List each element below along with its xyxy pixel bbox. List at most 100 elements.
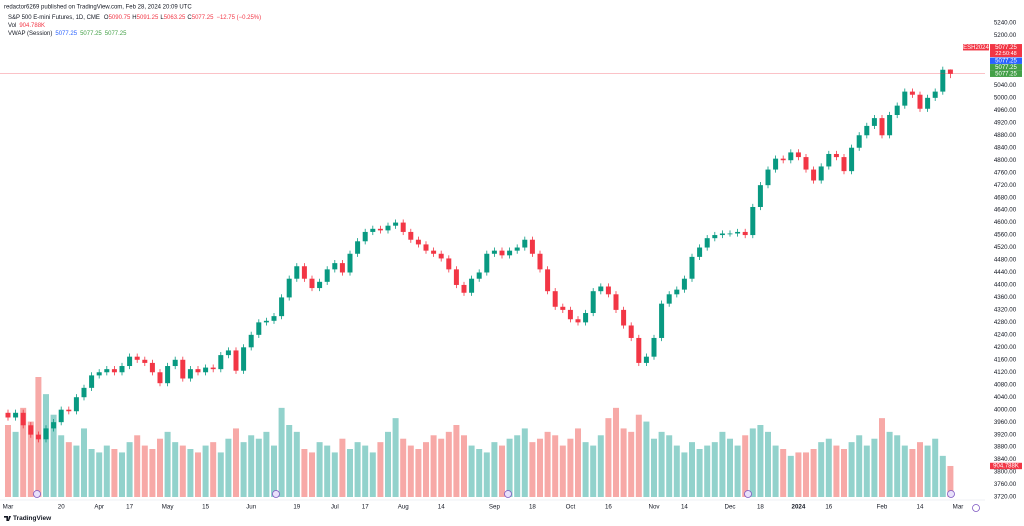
y-tick-label: 4800.00 bbox=[994, 157, 1017, 164]
x-tick-label: Mar bbox=[953, 504, 964, 511]
volume-bar bbox=[271, 445, 277, 497]
y-tick-label: 3880.00 bbox=[994, 444, 1017, 451]
logo: TradingView bbox=[4, 515, 52, 522]
x-tick-label: 17 bbox=[362, 504, 369, 511]
event-marker[interactable] bbox=[272, 490, 280, 498]
candle-body bbox=[241, 347, 247, 371]
candle-body bbox=[286, 278, 292, 298]
volume-bar bbox=[233, 428, 239, 497]
y-tick-label: 4000.00 bbox=[994, 406, 1017, 413]
vwap-badge-bg bbox=[990, 64, 1022, 71]
candle-body bbox=[127, 356, 133, 367]
event-marker[interactable] bbox=[947, 490, 955, 498]
candle-body bbox=[157, 372, 163, 384]
volume-bar bbox=[316, 442, 323, 497]
candle-body bbox=[879, 118, 885, 136]
volume-bar bbox=[757, 425, 764, 497]
volume-bar bbox=[73, 445, 80, 497]
volume-bar bbox=[765, 431, 771, 497]
event-marker[interactable] bbox=[504, 490, 512, 498]
candle-body bbox=[613, 294, 619, 310]
volume-bar bbox=[134, 435, 141, 497]
vwap-name: VWAP (Session) bbox=[8, 31, 52, 37]
candle-body bbox=[370, 228, 376, 232]
symbol-badge-bg bbox=[963, 44, 989, 51]
x-tick-label: Nov bbox=[648, 504, 660, 511]
volume-bar bbox=[65, 442, 72, 497]
candle-body bbox=[841, 157, 847, 172]
volume-bar bbox=[894, 435, 901, 497]
candle-body bbox=[765, 169, 771, 186]
volume-bar bbox=[50, 414, 57, 497]
candle-body bbox=[58, 409, 64, 423]
candle-body bbox=[636, 337, 642, 363]
candle-body bbox=[507, 250, 513, 256]
volume-bar bbox=[5, 425, 11, 497]
volume-bar bbox=[749, 428, 756, 497]
y-tick-label: 4960.00 bbox=[994, 107, 1017, 114]
publisher: redactor6269 published on TradingView.co… bbox=[4, 5, 192, 11]
volume-bar bbox=[605, 418, 612, 497]
ohlc-legend: S&P 500 E-mini Futures, 1D, CME O5090.75 H… bbox=[8, 15, 261, 21]
volume-bar bbox=[795, 452, 802, 497]
volume-bar bbox=[620, 428, 627, 497]
volume-bar bbox=[385, 431, 391, 497]
volume-bar bbox=[537, 438, 543, 497]
y-tick-label: 4560.00 bbox=[994, 232, 1017, 239]
candle-body bbox=[73, 397, 79, 412]
plot-area bbox=[5, 66, 954, 497]
volume-bar bbox=[407, 445, 414, 497]
vwap-legend: VWAP (Session) 5077.25 5077.25 5077.25 bbox=[8, 31, 127, 37]
volume-bar bbox=[400, 438, 407, 497]
ohlc-value: 5063.25 bbox=[164, 15, 186, 21]
volume-bar bbox=[506, 438, 513, 497]
candle-body bbox=[469, 278, 475, 293]
candle-body bbox=[871, 118, 877, 126]
volume-bar bbox=[651, 438, 657, 497]
x-tick-label: 14 bbox=[917, 504, 924, 511]
y-tick-label: 4360.00 bbox=[994, 294, 1017, 301]
volume-bar bbox=[468, 445, 475, 497]
x-tick-label: 15 bbox=[202, 504, 209, 511]
ohlc-key: C bbox=[187, 15, 192, 21]
volume-bar bbox=[575, 428, 581, 497]
volume-bar bbox=[848, 442, 855, 497]
vwap-value: 5077.25 bbox=[55, 31, 77, 37]
ohlc-value: 5090.75 bbox=[109, 15, 131, 21]
volume-bar bbox=[924, 445, 931, 497]
y-tick-label: 4480.00 bbox=[994, 257, 1017, 264]
candle-body bbox=[172, 359, 178, 367]
volume-bar bbox=[309, 452, 315, 497]
event-marker[interactable] bbox=[972, 504, 980, 512]
candle-body bbox=[104, 369, 110, 373]
y-tick-label: 4880.00 bbox=[994, 132, 1017, 139]
volume-bar bbox=[157, 438, 163, 497]
candle-body bbox=[423, 244, 429, 251]
candle-body bbox=[5, 412, 11, 418]
volume-bar bbox=[301, 449, 308, 497]
candle-body bbox=[195, 369, 201, 373]
candle-body bbox=[917, 94, 923, 109]
volume-bar bbox=[43, 394, 49, 497]
x-tick-label: Aug bbox=[398, 504, 410, 511]
candle-body bbox=[20, 412, 26, 426]
candle-body bbox=[780, 158, 786, 161]
volume-bar bbox=[825, 438, 832, 497]
y-tick-label: 4440.00 bbox=[994, 269, 1017, 276]
event-marker[interactable] bbox=[744, 490, 752, 498]
volume-bar bbox=[149, 449, 156, 497]
candle-body bbox=[438, 253, 444, 259]
candle-body bbox=[43, 428, 49, 440]
y-tick-label: 4600.00 bbox=[994, 219, 1017, 226]
volume-bar bbox=[613, 407, 619, 497]
volume-bar bbox=[689, 442, 695, 497]
y-tick-label: 4920.00 bbox=[994, 119, 1017, 126]
ohlc-key: H bbox=[132, 15, 136, 21]
y-tick-label: 4280.00 bbox=[994, 319, 1017, 326]
event-marker[interactable] bbox=[33, 490, 41, 498]
x-tick-label: 14 bbox=[438, 504, 445, 511]
candle-body bbox=[575, 319, 581, 323]
volume-bar bbox=[628, 431, 635, 497]
y-tick-label: 4520.00 bbox=[994, 244, 1017, 251]
candle-body bbox=[332, 263, 338, 270]
